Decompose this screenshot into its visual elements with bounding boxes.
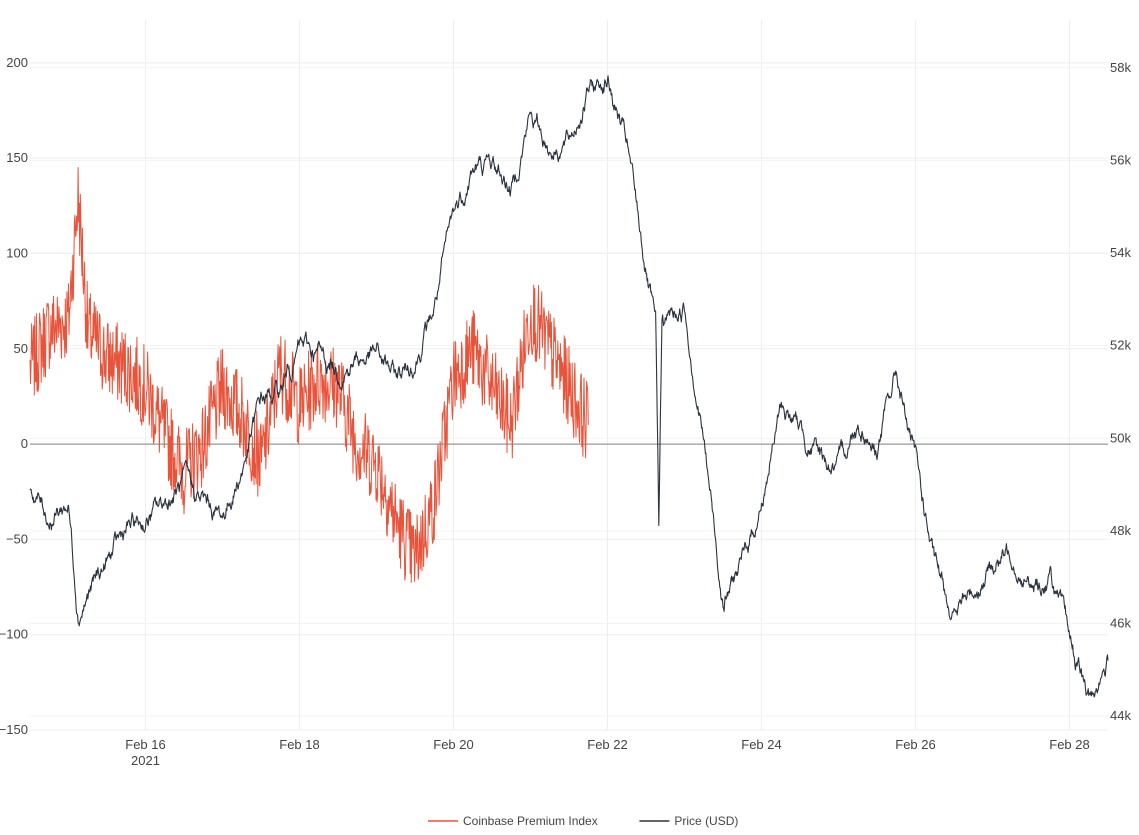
y-right-tick-label: 56k [1110, 152, 1131, 167]
y-right-tick-label: 50k [1110, 430, 1131, 445]
y-left-tick-label: 100 [6, 245, 28, 260]
legend-item-0[interactable]: Coinbase Premium Index [428, 814, 598, 828]
legend-label: Coinbase Premium Index [463, 814, 598, 828]
x-tick-label: Feb 28 [1049, 737, 1089, 752]
legend-item-1[interactable]: Price (USD) [639, 814, 738, 828]
y-left-tick-label: 0 [21, 436, 28, 451]
y-left-tick-label: −100 [0, 627, 28, 642]
y-left-tick-label: 50 [14, 341, 28, 356]
y-left-tick-label: −50 [6, 531, 28, 546]
x-tick-label: Feb 18 [279, 737, 319, 752]
y-right-tick-label: 44k [1110, 708, 1131, 723]
series-line-0 [29, 167, 589, 583]
x-tick-label: Feb 22 [587, 737, 627, 752]
legend[interactable]: Coinbase Premium Index Price (USD) [428, 814, 738, 828]
y-right-tick-label: 48k [1110, 523, 1131, 538]
y-left-tick-label: 150 [6, 150, 28, 165]
y-left-tick-label: 200 [6, 55, 28, 70]
y-right-tick-label: 52k [1110, 338, 1131, 353]
y-right-tick-label: 46k [1110, 615, 1131, 630]
x-tick-label: Feb 24 [741, 737, 781, 752]
y-left-tick-label: −150 [0, 722, 28, 737]
x-tick-label: Feb 26 [895, 737, 935, 752]
x-tick-label: Feb 20 [433, 737, 473, 752]
x-tick-sublabel: 2021 [131, 753, 160, 768]
y-right-tick-label: 58k [1110, 60, 1131, 75]
x-tick-label: Feb 16 [125, 737, 165, 752]
y-right-tick-label: 54k [1110, 245, 1131, 260]
series-layer [29, 75, 1109, 698]
legend-label: Price (USD) [674, 814, 738, 828]
series-line-1 [29, 75, 1109, 698]
